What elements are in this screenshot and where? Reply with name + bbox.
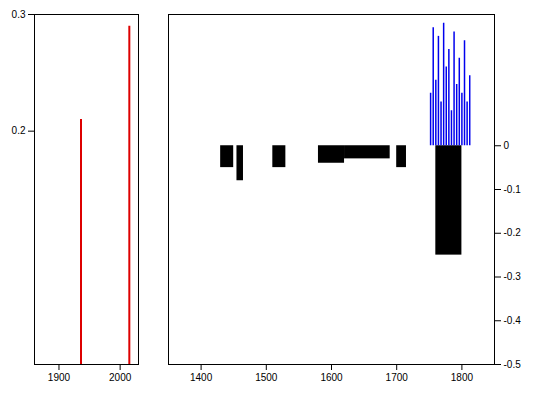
svg-text:1900: 1900 [48, 372, 71, 383]
svg-text:-0.4: -0.4 [504, 315, 522, 326]
svg-text:-0.2: -0.2 [504, 227, 522, 238]
svg-text:-0.3: -0.3 [504, 271, 522, 282]
svg-text:1800: 1800 [451, 372, 474, 383]
svg-text:-0.1: -0.1 [504, 184, 522, 195]
svg-text:0.3: 0.3 [12, 9, 26, 20]
svg-text:2000: 2000 [109, 372, 132, 383]
svg-text:1600: 1600 [320, 372, 343, 383]
svg-text:0.2: 0.2 [12, 125, 26, 136]
svg-text:1400: 1400 [190, 372, 213, 383]
svg-text:-0.5: -0.5 [504, 359, 522, 370]
svg-text:0: 0 [504, 140, 510, 151]
svg-text:1700: 1700 [386, 372, 409, 383]
svg-text:1500: 1500 [255, 372, 278, 383]
